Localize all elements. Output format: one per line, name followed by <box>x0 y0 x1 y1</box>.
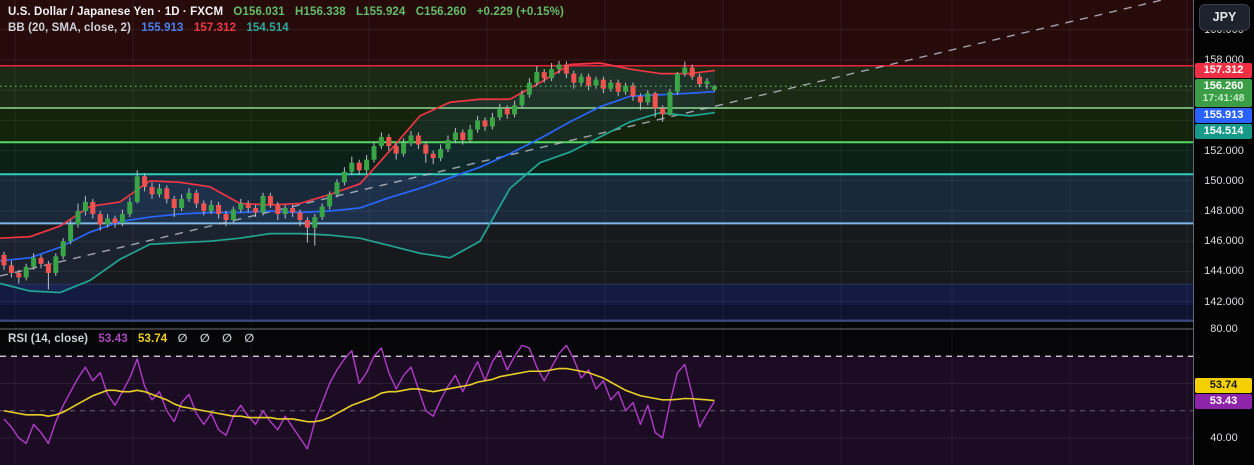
price-badge-bb-upper: 157.312 <box>1195 62 1252 78</box>
chart-area[interactable]: U.S. Dollar / Japanese Yen · 1D · FXCM O… <box>0 0 1193 465</box>
price-axis-label: 146.000 <box>1204 235 1244 248</box>
price-badge-last-price: 156.260 17:41:48 <box>1195 78 1252 107</box>
price-badge-bb-basis: 155.913 <box>1195 107 1252 123</box>
chart-canvas[interactable] <box>0 0 1193 465</box>
rsi-badge-rsi-value: 53.43 <box>1195 393 1252 409</box>
rsi-axis-label: 80.00 <box>1210 323 1238 335</box>
price-axis-label: 144.000 <box>1204 265 1244 278</box>
currency-toggle-button[interactable]: JPY <box>1199 4 1250 31</box>
rsi-axis-label: 40.00 <box>1210 432 1238 444</box>
price-axis-label: 148.000 <box>1204 205 1244 217</box>
price-scale[interactable]: JPY 160.000158.000152.000150.000148.0001… <box>1193 0 1254 465</box>
price-axis-label: 142.000 <box>1204 295 1244 308</box>
price-badge-bb-lower: 154.514 <box>1195 123 1252 139</box>
price-axis-label: 150.000 <box>1204 174 1244 187</box>
price-axis-label: 152.000 <box>1204 144 1244 157</box>
rsi-badge-rsi-ma: 53.74 <box>1195 377 1252 393</box>
